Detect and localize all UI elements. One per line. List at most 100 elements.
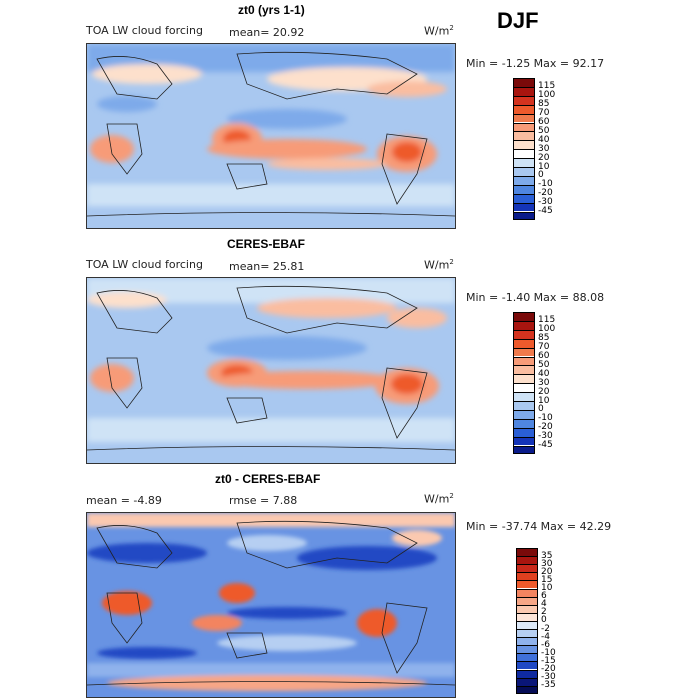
panel-1-colorbar-tick: 10 (538, 161, 550, 172)
panel-2-colorbar-cell (513, 427, 535, 437)
panel-3-colorbar-tick: 4 (541, 599, 547, 610)
panel-3-colorbar-cell (516, 548, 538, 557)
panel-1-colorbar-cell (513, 78, 535, 87)
panel-3-colorbar-tick: 6 (541, 591, 547, 602)
panel-2-colorbar-cell (513, 365, 535, 375)
panel-3-colorbar-cell (516, 612, 538, 621)
panel-1-colorbar-cell (513, 175, 535, 185)
panel-1-title: zt0 (yrs 1-1) (238, 3, 305, 17)
panel-2-map (86, 277, 456, 464)
panel-1-colorbar-tick: 115 (538, 81, 556, 92)
panel-1-colorbar-tick: 0 (538, 170, 544, 181)
panel-1-colorbar-cell (513, 86, 535, 96)
panel-2-colorbar-cell (513, 356, 535, 366)
panel-3-colorbar-tick: -2 (541, 623, 550, 634)
panel-3-units: W/m2 (424, 492, 454, 506)
panel-1-colorbar-cell (513, 140, 535, 150)
panel-3-colorbar-cell (516, 661, 538, 670)
panel-2-colorbar-tick: 10 (538, 395, 550, 406)
panel-1-colorbar-cell (513, 184, 535, 194)
panel-1-minmax: Min = -1.25 Max = 92.17 (466, 57, 605, 70)
panel-2-colorbar-cell (513, 445, 535, 455)
panel-1-colorbar-tick: -20 (538, 188, 553, 199)
panel-3-colorbar-tick: 20 (541, 566, 553, 577)
panel-3-colorbar-cell (516, 588, 538, 597)
panel-2-colorbar-cell (513, 374, 535, 384)
panel-1-colorbar-cell (513, 202, 535, 212)
panel-3-colorbar-tick: 15 (541, 574, 553, 585)
panel-3-title: zt0 - CERES-EBAF (215, 472, 321, 486)
panel-3-left-label: mean = -4.89 (86, 494, 162, 507)
panel-2-map-svg (87, 278, 455, 463)
panel-3-colorbar-tick: -35 (541, 680, 556, 691)
panel-1-colorbar-tick: 70 (538, 108, 550, 119)
panel-2-minmax: Min = -1.40 Max = 88.08 (466, 291, 605, 304)
panel-3-colorbar-cell (516, 629, 538, 638)
panel-2-mean-label: mean= 25.81 (229, 260, 305, 273)
panel-3-colorbar-tick: -20 (541, 664, 556, 674)
panel-1-colorbar-cell (513, 104, 535, 114)
panel-2-colorbar-tick: 30 (538, 377, 550, 388)
panel-3-colorbar-tick: -15 (541, 655, 556, 666)
panel-2-colorbar-cell (513, 338, 535, 348)
panel-3-colorbar-cell (516, 685, 538, 694)
panel-2-left-label: TOA LW cloud forcing (86, 258, 203, 271)
panel-2-colorbar-cell (513, 392, 535, 401)
panel-1-colorbar-tick: 60 (538, 117, 550, 127)
panel-3-map-svg (87, 513, 455, 697)
panel-1-colorbar-tick: -10 (538, 179, 553, 190)
panel-3-colorbar-cell (516, 653, 538, 662)
panel-1-colorbar-cell (513, 211, 535, 221)
panel-2-colorbar-cell (513, 347, 535, 357)
panel-1-colorbar-cell (513, 113, 535, 123)
panel-1-colorbar-tick: 50 (538, 125, 550, 136)
panel-1-colorbar-cell (513, 122, 535, 132)
panel-1-map-svg (87, 44, 455, 228)
panel-3-colorbar-cell (516, 620, 538, 629)
panel-1-units: W/m2 (424, 24, 454, 38)
panel-2-title: CERES-EBAF (227, 237, 306, 251)
panel-2-colorbar-tick: 70 (538, 342, 550, 353)
panel-1-mean-label: mean= 20.92 (229, 26, 305, 39)
panel-2-colorbar-tick: 100 (538, 324, 556, 335)
panel-1-colorbar-cell (513, 193, 535, 203)
panel-1-colorbar-tick: -30 (538, 197, 553, 208)
panel-2-units: W/m2 (424, 258, 454, 272)
panel-1-colorbar-tick: 100 (538, 90, 556, 101)
panel-3-colorbar-tick: 30 (541, 558, 553, 569)
panel-3-colorbar-cell (516, 677, 538, 686)
panel-1-colorbar-tick: 85 (538, 99, 550, 110)
panel-2-colorbar-cell (513, 312, 535, 321)
panel-1-colorbar-cell (513, 131, 535, 141)
panel-3-minmax: Min = -37.74 Max = 42.29 (466, 520, 612, 533)
panel-2-colorbar-tick: 40 (538, 368, 550, 379)
panel-3-colorbar-cell (516, 645, 538, 654)
panel-3-colorbar-tick: -10 (541, 647, 556, 658)
season-label: DJF (497, 8, 539, 33)
panel-1-colorbar-cell (513, 167, 535, 176)
panel-3-colorbar-cell (516, 669, 538, 678)
panel-1-colorbar-cell (513, 95, 535, 105)
panel-1-colorbar-tick: 40 (538, 134, 550, 145)
panel-3-colorbar-frame (516, 548, 538, 694)
panel-2-colorbar-tick: 20 (538, 386, 550, 397)
panel-1-colorbar-cell (513, 149, 535, 159)
panel-3-colorbar-tick: -4 (541, 631, 550, 642)
panel-3-colorbar-cell (516, 564, 538, 573)
panel-2-colorbar-cell (513, 383, 535, 393)
panel-2-colorbar-cell (513, 418, 535, 428)
panel-1-colorbar-cell (513, 158, 535, 167)
panel-3-colorbar-cell (516, 580, 538, 589)
panel-3-colorbar-tick: 2 (541, 607, 547, 618)
panel-3-colorbar-tick: 10 (541, 583, 553, 593)
panel-2-colorbar-cell (513, 320, 535, 330)
panel-2-colorbar-tick: -30 (538, 431, 553, 442)
panel-1-map (86, 43, 456, 229)
panel-2-colorbar-frame (513, 312, 535, 455)
panel-3-colorbar-cell (516, 637, 538, 646)
panel-3-colorbar-cell (516, 572, 538, 581)
panel-2-colorbar-cell (513, 409, 535, 419)
panel-2-colorbar-tick: 85 (538, 333, 550, 344)
panel-2-colorbar-cell (513, 401, 535, 410)
panel-3-colorbar-cell (516, 604, 538, 613)
